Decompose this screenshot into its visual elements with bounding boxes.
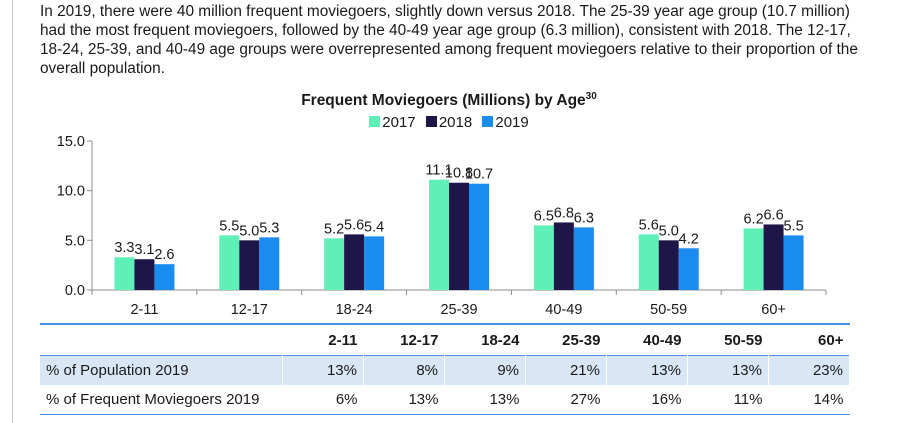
left-margin-rule (12, 0, 13, 423)
bar-2019-50-59 (678, 248, 699, 290)
x-tick-label: 40-49 (545, 302, 582, 318)
bar-2017-25-39 (429, 179, 449, 290)
table-header-cell: 2-11 (328, 331, 358, 349)
table-header-cell (40, 324, 283, 356)
table-cell: 9% (444, 355, 526, 385)
chart-title-footnote: 30 (585, 91, 597, 102)
data-label-2017-25-39: 11.1 (425, 163, 452, 179)
y-tick-label: 0.0 (65, 283, 85, 299)
data-label-2018-40-49: 6.8 (554, 205, 574, 221)
chart-title-text: Frequent Moviegoers (Millions) by Age (301, 92, 586, 110)
data-label-2018-12-17: 5.0 (239, 223, 259, 239)
bar-2017-60+ (743, 228, 764, 290)
legend-item-2019: 2019 (482, 114, 529, 131)
data-label-2018-2-11: 3.1 (134, 242, 154, 258)
data-label-2017-60+: 6.2 (743, 211, 763, 227)
bar-2019-40-49 (573, 227, 594, 290)
bar-2017-40-49 (533, 225, 554, 290)
bar-chart: 0.05.010.015.03.3 3.1 2.62-115.5 5.0 5.312-1… (57, 134, 827, 318)
data-label-2019-25-39: 10.7 (465, 167, 493, 183)
bar-2018-40-49 (553, 222, 574, 290)
x-tick-label: 18-24 (336, 302, 373, 318)
data-label-2017-12-17: 5.5 (219, 218, 239, 234)
table-cell: 14% (813, 391, 844, 408)
data-label-2019-40-49: 6.3 (574, 210, 594, 226)
bar-2018-2-11 (134, 259, 155, 290)
bar-2017-2-11 (114, 257, 135, 290)
table-cell: 11% (733, 391, 763, 408)
table-cell: 6% (335, 391, 358, 408)
data-label-2018-60+: 6.6 (763, 207, 783, 223)
table-row-label: % of Population 2019 (40, 355, 283, 385)
data-label-2018-25-39: 10.8 (445, 166, 473, 182)
intro-paragraph: In 2019, there were 40 million frequent … (40, 3, 858, 77)
table-row: % of Frequent Moviegoers 2019 6% 13% 13%… (40, 385, 850, 415)
table-cell: 13% (408, 391, 439, 408)
table-cell: 13% (282, 355, 364, 385)
bar-2018-18-24 (344, 234, 365, 290)
y-tick-label: 15.0 (57, 134, 85, 150)
bar-2019-2-11 (154, 264, 175, 290)
data-label-2019-50-59: 4.2 (679, 231, 699, 247)
data-label-2017-18-24: 5.2 (324, 221, 344, 237)
data-label-2017-50-59: 5.6 (639, 217, 659, 233)
bar-2018-25-39 (449, 182, 469, 290)
legend-item-2018: 2018 (425, 114, 473, 131)
legend-swatch-2018 (425, 116, 437, 127)
x-tick-label: 60+ (761, 302, 786, 318)
bar-2019-25-39 (469, 183, 489, 290)
x-tick-label: 25-39 (440, 302, 477, 318)
table-header-row: 2-11 12-17 18-24 25-39 40-49 50-59 60+ (40, 324, 850, 356)
chart-title: Frequent Moviegoers (Millions) by Age30 (0, 91, 898, 110)
bar-2018-50-59 (658, 240, 679, 290)
data-label-2019-60+: 5.5 (783, 218, 803, 234)
chart-legend: 2017 2018 2019 (0, 114, 898, 131)
x-tick-label: 2-11 (130, 302, 158, 318)
legend-label-2018: 2018 (438, 114, 473, 131)
table-cell: 27% (570, 391, 601, 408)
data-label-2019-2-11: 2.6 (154, 247, 174, 263)
data-label-2017-40-49: 6.5 (534, 208, 554, 224)
x-tick-label: 50-59 (650, 302, 687, 318)
table-row-label: % of Frequent Moviegoers 2019 (46, 391, 260, 408)
bar-2019-18-24 (364, 236, 385, 290)
bar-2018-12-17 (239, 240, 260, 290)
data-label-2017-2-11: 3.3 (114, 240, 134, 256)
data-label-2019-18-24: 5.4 (364, 219, 384, 235)
table-cell: 13% (606, 355, 688, 385)
table-header-cell: 40-49 (643, 331, 682, 349)
table-cell: 13% (687, 355, 769, 385)
table-header-cell: 25-39 (562, 331, 601, 349)
legend-swatch-2019 (482, 116, 494, 127)
y-tick-label: 5.0 (65, 233, 85, 249)
table-header-cell: 50-59 (724, 331, 763, 349)
table-header-cell: 12-17 (400, 331, 439, 349)
bar-2017-50-59 (638, 234, 659, 290)
table-header-cell: 60+ (818, 331, 844, 349)
x-tick-label: 12-17 (231, 302, 268, 318)
table-cell: 8% (363, 355, 445, 385)
table-cell: 16% (651, 391, 682, 408)
data-label-2018-18-24: 5.6 (344, 217, 364, 233)
legend-label-2019: 2019 (495, 114, 529, 131)
bar-2017-18-24 (324, 238, 345, 290)
table-row: % of Population 2019 13% 8% 9% 21% 13% 1… (40, 355, 850, 385)
table-header-cell: 18-24 (481, 331, 520, 349)
data-label-2018-50-59: 5.0 (659, 223, 679, 239)
data-label-2019-12-17: 5.3 (259, 220, 279, 236)
legend-swatch-2017 (369, 116, 381, 127)
bar-2018-60+ (763, 224, 784, 290)
table-cell: 13% (489, 391, 520, 408)
y-tick-label: 10.0 (57, 184, 85, 200)
bar-2019-12-17 (259, 237, 280, 290)
legend-label-2017: 2017 (382, 114, 416, 131)
table-cell: 23% (768, 355, 850, 385)
population-comparison-table: 2-11 12-17 18-24 25-39 40-49 50-59 60+ %… (40, 323, 850, 415)
bar-2017-12-17 (219, 235, 240, 290)
legend-item-2017: 2017 (369, 114, 416, 131)
bar-2019-60+ (783, 235, 804, 290)
table-cell: 21% (525, 355, 607, 385)
